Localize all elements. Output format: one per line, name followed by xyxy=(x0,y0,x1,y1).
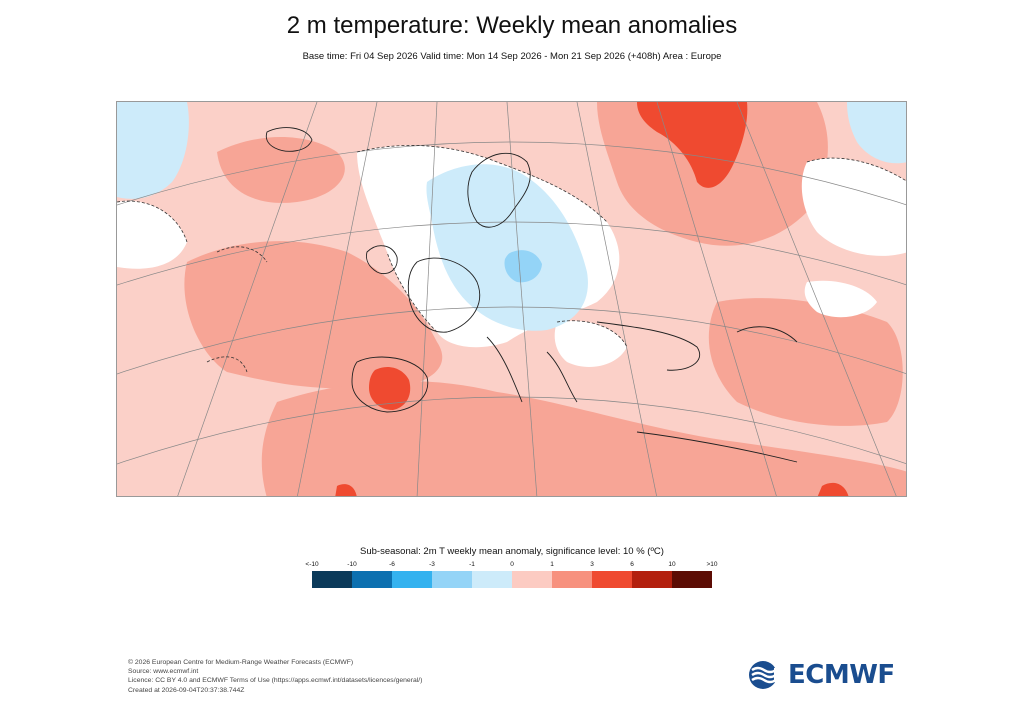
hot-zone-russia xyxy=(637,102,748,188)
legend-tick: 3 xyxy=(590,561,594,568)
anomaly-map xyxy=(116,101,907,497)
legend-swatch xyxy=(592,571,632,588)
legend-tick: -6 xyxy=(389,561,395,568)
legend-swatch xyxy=(392,571,432,588)
legend-swatch xyxy=(312,571,352,588)
legend-tick: 10 xyxy=(668,561,676,568)
warm-zone-iberia-north-africa xyxy=(261,381,906,496)
legend-swatch xyxy=(632,571,672,588)
legend-tick: >10 xyxy=(706,561,718,568)
ecmwf-logo-icon xyxy=(749,661,784,689)
legend-swatch xyxy=(552,571,592,588)
legend-tick: 1 xyxy=(550,561,554,568)
licence-line: Licence: CC BY 4.0 and ECMWF Terms of Us… xyxy=(128,677,423,685)
legend-tick: <-10 xyxy=(305,561,319,568)
hot-zone-southeast xyxy=(817,482,849,496)
warm-zone-atlantic xyxy=(184,241,443,389)
coastlines xyxy=(265,127,798,463)
graticule xyxy=(117,102,906,496)
source-line: Source: www.ecmwf.int xyxy=(128,668,199,676)
map-subtitle: Base time: Fri 04 Sep 2026 Valid time: M… xyxy=(302,51,722,62)
legend-swatch xyxy=(512,571,552,588)
hot-zone-iberia xyxy=(369,367,411,410)
legend-color-bar xyxy=(312,571,712,588)
legend-ticks: <-10 -10 -6 -3 -1 0 1 3 6 10 >10 xyxy=(305,561,717,571)
neutral-zone-greenland xyxy=(117,201,187,269)
created-line: Created at 2026-09-04T20:37:38.744Z xyxy=(128,686,245,694)
legend-tick: 0 xyxy=(510,561,514,568)
legend-tick: -1 xyxy=(469,561,475,568)
warm-zone-iceland xyxy=(217,137,345,203)
legend-swatch xyxy=(672,571,712,588)
legend-tick: 6 xyxy=(630,561,634,568)
hot-zone-south xyxy=(335,484,357,496)
anomaly-map-svg xyxy=(117,102,906,496)
legend-swatch xyxy=(352,571,392,588)
legend-tick: -10 xyxy=(347,561,357,568)
cool-zone-north-europe xyxy=(426,164,588,331)
copyright-line: © 2026 European Centre for Medium-Range … xyxy=(128,659,354,666)
legend-title: Sub-seasonal: 2m T weekly mean anomaly, … xyxy=(360,546,664,557)
ecmwf-logo-text: ECMWF xyxy=(788,660,895,690)
cooler-zone-poland xyxy=(504,250,542,283)
neutral-zone-caspian xyxy=(804,280,877,318)
neutral-zone-balkans xyxy=(554,320,627,367)
legend-swatch xyxy=(432,571,472,588)
cool-zone-greenland xyxy=(117,102,189,199)
map-title: 2 m temperature: Weekly mean anomalies xyxy=(286,12,738,39)
significance-contours xyxy=(117,145,906,373)
ecmwf-logo: ECMWF xyxy=(748,660,898,690)
legend-swatch xyxy=(472,571,512,588)
cool-zone-west-siberia xyxy=(847,102,906,164)
legend-tick: -3 xyxy=(429,561,435,568)
footer: © 2026 European Centre for Medium-Range … xyxy=(128,658,422,695)
warm-zone-middle-east xyxy=(708,298,903,426)
